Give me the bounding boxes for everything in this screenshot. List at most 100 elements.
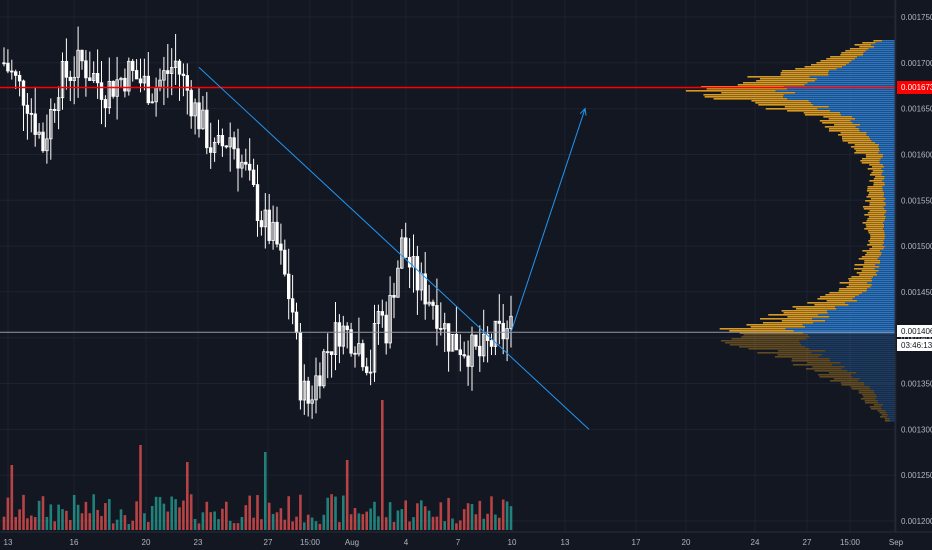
volume-bar — [170, 496, 173, 530]
volume-bar — [10, 465, 14, 530]
profile-bar-blue — [881, 254, 895, 256]
candle-body — [64, 61, 69, 78]
profile-bar-blue — [783, 86, 895, 88]
profile-bar-blue — [873, 276, 895, 278]
volume-bar — [111, 523, 115, 530]
profile-bar-orange — [870, 198, 886, 200]
profile-bar-blue — [876, 396, 895, 398]
volume-bar — [236, 523, 240, 530]
profile-bar-orange — [830, 56, 858, 58]
profile-bar-blue — [875, 42, 895, 44]
volume-bar — [76, 504, 80, 530]
profile-bar-orange — [867, 230, 885, 232]
profile-bar-orange — [755, 102, 812, 104]
profile-bar-blue — [868, 48, 895, 50]
profile-bar-orange — [814, 370, 848, 372]
volume-bar — [427, 510, 431, 530]
y-tick-label: 0.001600 — [901, 150, 932, 159]
candle-body — [111, 80, 115, 97]
candle-body — [255, 184, 260, 221]
profile-bar-blue — [852, 122, 895, 124]
profile-bar-orange — [741, 336, 810, 338]
profile-bar-blue — [814, 80, 895, 82]
volume-bar — [178, 507, 181, 530]
profile-bar-blue — [877, 400, 895, 402]
volume-bar — [147, 521, 150, 530]
candle-body — [333, 322, 338, 355]
profile-bar-orange — [720, 340, 800, 342]
profile-bar-orange — [819, 120, 851, 122]
countdown-label: 03:46:13 — [901, 341, 932, 350]
profile-bar-blue — [775, 90, 895, 92]
profile-bar-blue — [832, 364, 895, 366]
profile-bar-orange — [863, 266, 880, 268]
profile-bar-orange — [824, 126, 856, 128]
profile-bar-orange — [780, 72, 829, 74]
volume-bar — [22, 494, 25, 530]
candle-body — [509, 315, 513, 330]
candle-body — [119, 77, 123, 81]
volume-bar — [271, 513, 275, 530]
profile-bar-blue — [785, 328, 895, 330]
volume-bar — [369, 508, 372, 530]
profile-bar-orange — [762, 322, 814, 324]
profile-bar-orange — [828, 130, 860, 132]
candle-body — [294, 311, 299, 334]
profile-bar-blue — [889, 418, 895, 420]
profile-bar-blue — [871, 140, 895, 142]
candle-body — [364, 366, 369, 373]
profile-bar-blue — [859, 130, 895, 132]
candle-body — [181, 73, 186, 76]
profile-bar-orange — [865, 154, 884, 156]
profile-bar-blue — [875, 272, 895, 274]
profile-bar-orange — [862, 222, 884, 224]
profile-bar-orange — [701, 86, 784, 88]
profile-bar-orange — [781, 320, 826, 322]
profile-bar-orange — [731, 338, 807, 340]
profile-bar-blue — [883, 170, 895, 172]
y-tick-label: 0.001200 — [901, 517, 932, 526]
profile-bar-blue — [850, 374, 895, 376]
profile-bar-blue — [884, 236, 895, 238]
price-axis[interactable]: 0.001750 0.001700 0.001650 0.001600 0.001550… — [894, 0, 932, 532]
profile-bar-blue — [827, 312, 895, 314]
profile-bar-orange — [866, 252, 882, 254]
profile-bar-blue — [883, 248, 895, 250]
candle-body — [49, 109, 53, 140]
profile-bar-blue — [829, 358, 895, 360]
profile-bar-orange — [781, 310, 828, 312]
candle-body — [314, 375, 318, 401]
drawn-lines[interactable] — [0, 67, 895, 430]
profile-bar-orange — [884, 418, 890, 420]
volume-bar — [166, 511, 170, 530]
grid — [0, 0, 897, 532]
profile-bar-orange — [747, 76, 810, 78]
volume-bars — [2, 400, 513, 530]
candle-body — [212, 141, 217, 153]
candle-body — [53, 109, 57, 111]
profile-bar-orange — [864, 260, 881, 262]
profile-bar-orange — [866, 190, 883, 192]
profile-bar-orange — [869, 406, 881, 408]
profile-bar-blue — [856, 300, 895, 302]
candle-body — [489, 340, 494, 347]
profile-bar-blue — [845, 302, 895, 304]
volume-bar — [96, 509, 99, 530]
candle-body — [259, 220, 264, 228]
time-axis[interactable]: 13 16 20 23 27 15:00 Aug 4 7 10 13 17 20 24 27 15:00 Sep — [0, 531, 932, 547]
volume-bar — [388, 502, 392, 530]
profile-bar-blue — [879, 162, 895, 164]
profile-bar-orange — [781, 70, 830, 72]
candle-body — [450, 333, 455, 352]
profile-bar-orange — [872, 166, 884, 168]
candle-body — [485, 333, 490, 341]
profile-bar-blue — [884, 238, 895, 240]
candle-body — [462, 354, 466, 357]
profile-bar-orange — [858, 390, 875, 392]
profile-bar-blue — [787, 88, 895, 90]
volume-bar — [466, 503, 470, 530]
profile-bar-blue — [818, 356, 895, 358]
candle-body — [388, 294, 392, 344]
volume-bar — [509, 506, 513, 530]
